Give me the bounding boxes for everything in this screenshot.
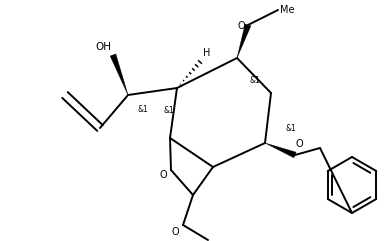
Text: OH: OH [95,42,111,52]
Polygon shape [110,54,128,95]
Polygon shape [237,24,251,58]
Text: O: O [296,139,304,149]
Polygon shape [265,143,296,158]
Text: H: H [203,48,211,58]
Text: Me: Me [280,5,295,15]
Text: &1: &1 [163,106,174,115]
Text: &1: &1 [249,76,260,85]
Text: O: O [237,21,245,31]
Text: &1: &1 [285,124,296,133]
Text: O: O [171,227,179,237]
Text: &1: &1 [138,105,149,114]
Text: O: O [159,170,167,180]
